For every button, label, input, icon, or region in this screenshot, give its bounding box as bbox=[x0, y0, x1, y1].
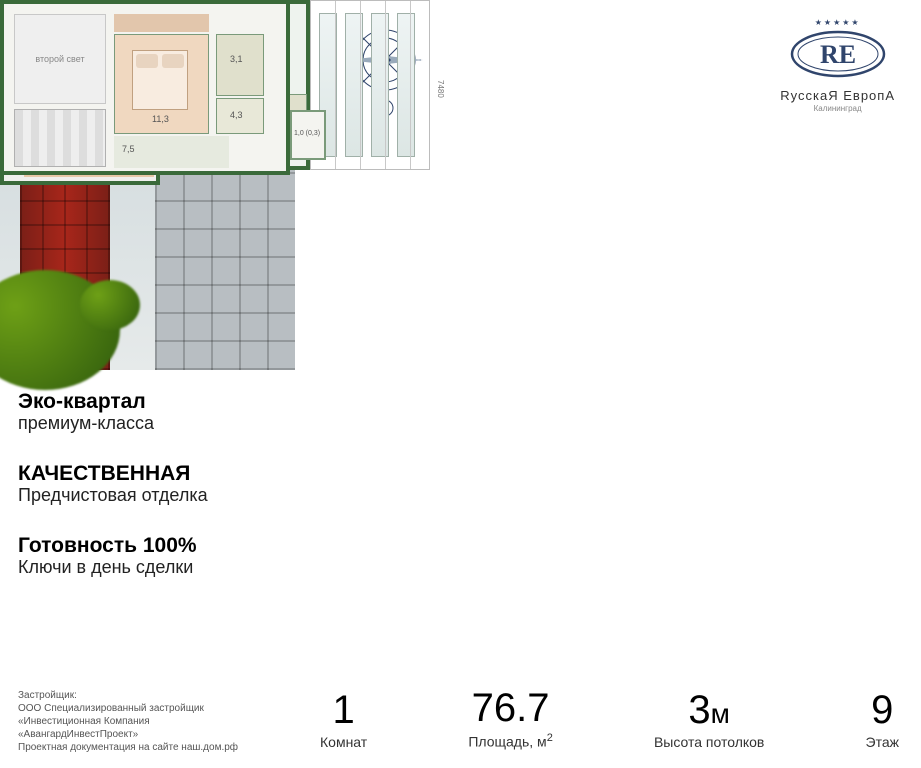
brand-logo: ★★★★★ RE RусскаЯ EвропA Калининград bbox=[780, 18, 895, 113]
credit-line: Проектная документация на сайте наш.дом.… bbox=[18, 741, 288, 754]
brand-city: Калининград bbox=[780, 104, 895, 113]
room-area: 3,1 bbox=[230, 54, 243, 64]
credit-line: «АвангардИнвестПроект» bbox=[18, 728, 288, 741]
stat-ceiling-value: 3м bbox=[654, 690, 764, 730]
stars-icon: ★★★★★ bbox=[780, 18, 895, 27]
svg-text:RE: RE bbox=[820, 40, 856, 69]
stat-floor-value: 9 bbox=[866, 690, 899, 730]
dimension: 7480 bbox=[436, 80, 445, 98]
stat-rooms: 1 Комнат bbox=[320, 690, 367, 750]
brand-name: RусскаЯ EвропA bbox=[780, 88, 895, 103]
headline-ready: Готовность 100% Ключи в день сделки bbox=[18, 534, 288, 578]
headline-quality-strong: КАЧЕСТВЕННАЯ bbox=[18, 462, 288, 485]
logo-badge-icon: RE bbox=[780, 29, 895, 84]
headline-quality: КАЧЕСТВЕННАЯ Предчистовая отделка bbox=[18, 462, 288, 506]
stat-rooms-value: 1 bbox=[320, 690, 367, 730]
room-area: 4,3 bbox=[230, 110, 243, 120]
room-area: 7,5 bbox=[122, 144, 135, 154]
stat-area-value: 76.7 bbox=[468, 688, 552, 728]
credit-line: «Инвестиционная Компания bbox=[18, 715, 288, 728]
stairwell bbox=[14, 109, 106, 167]
balcony-ext: 1,0 (0,3) bbox=[290, 110, 326, 160]
headline-eco-sub: премиум-класса bbox=[18, 413, 288, 434]
credit-line: ООО Специализированный застройщик bbox=[18, 702, 288, 715]
developer-credits: Застройщик: ООО Специализированный застр… bbox=[18, 689, 288, 754]
headline-ready-sub: Ключи в день сделки bbox=[18, 557, 288, 578]
headline-ready-strong: Готовность 100% bbox=[18, 534, 288, 557]
stat-area-label: Площадь, м2 bbox=[468, 732, 552, 750]
headline-eco: Эко-квартал премиум-класса bbox=[18, 390, 288, 434]
stat-ceiling: 3м Высота потолков bbox=[654, 690, 764, 750]
credit-line: Застройщик: bbox=[18, 689, 288, 702]
headline-eco-strong: Эко-квартал bbox=[18, 390, 288, 413]
stat-area: 76.7 Площадь, м2 bbox=[468, 688, 552, 750]
double-height-void: второй свет bbox=[14, 14, 106, 104]
stat-floor: 9 Этаж bbox=[866, 690, 899, 750]
room-area: 11,3 bbox=[152, 114, 169, 124]
room-area: 1,0 (0,3) bbox=[294, 130, 320, 137]
stat-floor-label: Этаж bbox=[866, 734, 899, 750]
headline-quality-sub: Предчистовая отделка bbox=[18, 485, 288, 506]
stats-row: 1 Комнат 76.7 Площадь, м2 3м Высота пото… bbox=[320, 664, 899, 750]
stat-rooms-label: Комнат bbox=[320, 734, 367, 750]
stat-ceiling-label: Высота потолков bbox=[654, 734, 764, 750]
terrace bbox=[310, 0, 430, 170]
